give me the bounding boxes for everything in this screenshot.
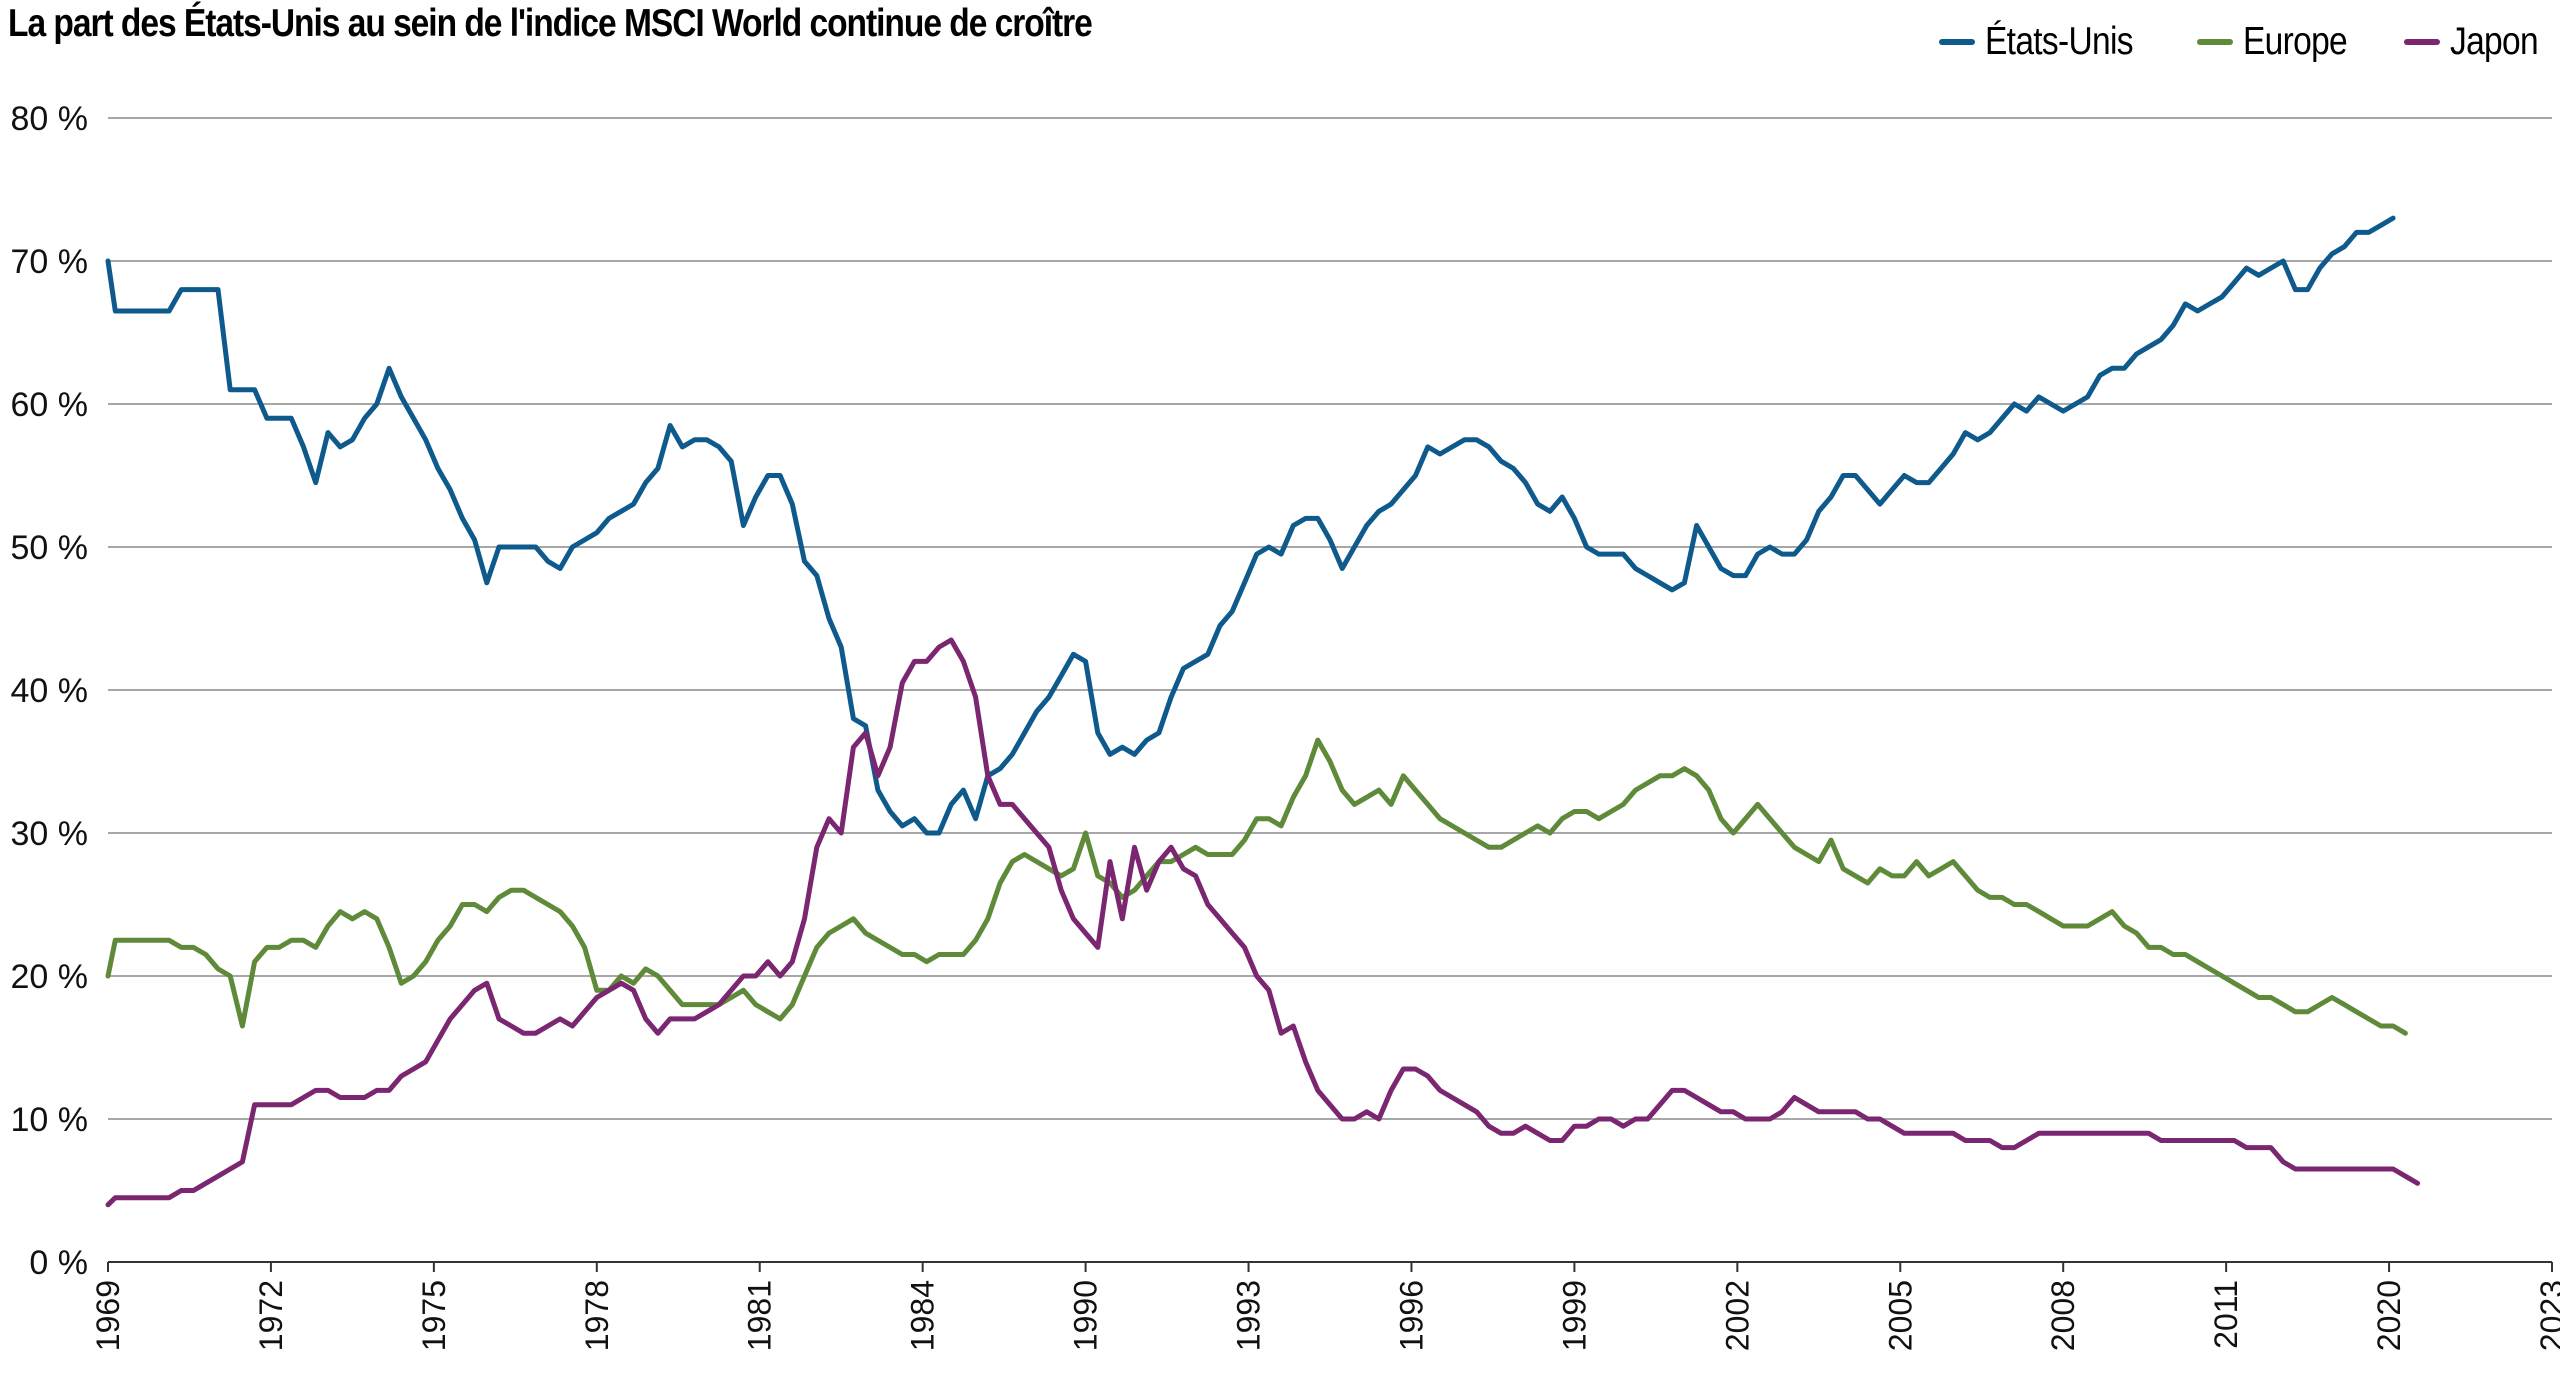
y-tick-label: 40 % — [11, 672, 89, 710]
y-tick-label: 30 % — [11, 815, 89, 853]
y-tick-label: 0 % — [29, 1244, 88, 1282]
y-tick-label: 80 % — [11, 100, 89, 138]
y-tick-label: 20 % — [11, 958, 89, 996]
x-tick-label: 1978 — [579, 1280, 615, 1351]
y-tick-label: 60 % — [11, 386, 89, 424]
y-axis-ticks: 0 % 10 % 20 % 30 % 40 % 50 % 60 % 70 % 80 % — [11, 100, 89, 1282]
y-tick-label: 50 % — [11, 529, 89, 567]
y-tick-label: 70 % — [11, 243, 89, 281]
x-tick-label: 2008 — [2045, 1280, 2081, 1351]
legend: États-Unis Europe Japon — [1938, 20, 2552, 64]
x-tick-label: 2011 — [2208, 1280, 2244, 1349]
x-tick-label: 1993 — [1231, 1280, 1267, 1351]
legend-swatch-etats-unis — [1938, 39, 1975, 45]
x-tick-label: 1972 — [253, 1280, 289, 1351]
legend-label-japon: Japon — [2449, 20, 2539, 63]
x-tick-label: 1996 — [1393, 1280, 1429, 1351]
x-tick-label: 1975 — [416, 1280, 452, 1351]
series-line-europe — [105, 737, 2408, 1036]
legend-swatch-europe — [2196, 39, 2233, 45]
x-tick-label: 1990 — [1068, 1280, 1104, 1351]
legend-item-japon: Japon — [2403, 20, 2552, 64]
legend-label-etats-unis: États-Unis — [1984, 20, 2134, 63]
series-lines — [105, 215, 2421, 1208]
x-tick-label: 1984 — [905, 1280, 941, 1351]
x-tick-label: 2005 — [1882, 1280, 1918, 1351]
legend-item-etats-unis: États-Unis — [1938, 20, 2157, 64]
legend-swatch-japon — [2403, 39, 2440, 45]
y-tick-label: 10 % — [11, 1101, 89, 1139]
x-tick-label: 1981 — [742, 1280, 778, 1351]
x-tick-label: 2002 — [1719, 1280, 1755, 1351]
legend-label-europe: Europe — [2242, 20, 2348, 63]
chart-title: La part des États-Unis au sein de l'indi… — [8, 2, 1093, 45]
series-line-japon — [105, 637, 2421, 1208]
x-tick-label: 1969 — [90, 1280, 126, 1351]
x-tick-label: 2020 — [2371, 1280, 2407, 1351]
x-tick-label: 2023 — [2534, 1280, 2560, 1351]
legend-item-europe: Europe — [2196, 20, 2364, 64]
x-tick-label: 1999 — [1556, 1280, 1592, 1351]
gridlines — [108, 117, 2552, 1263]
x-axis-ticks: 1969 1972 1975 1978 1981 1984 1990 1993 1996 1999… — [90, 1262, 2560, 1351]
series-line-etats-unis — [105, 215, 2396, 836]
